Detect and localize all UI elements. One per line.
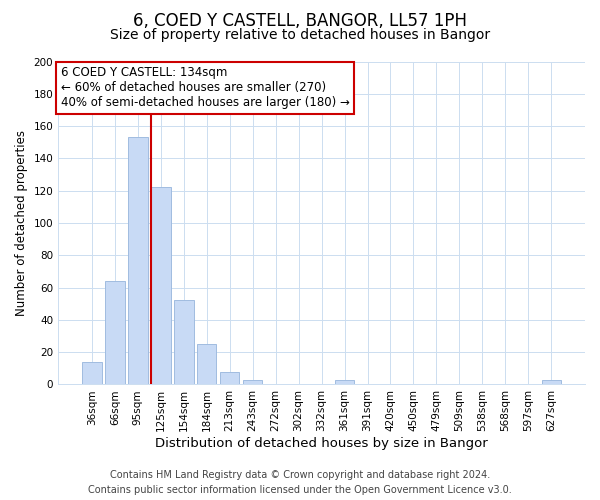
Bar: [335, 380, 355, 384]
Text: Size of property relative to detached houses in Bangor: Size of property relative to detached ho…: [110, 28, 490, 42]
Bar: [243, 380, 262, 384]
X-axis label: Distribution of detached houses by size in Bangor: Distribution of detached houses by size …: [155, 437, 488, 450]
Bar: [174, 300, 194, 384]
Bar: [128, 138, 148, 384]
Bar: [82, 362, 101, 384]
Bar: [220, 372, 239, 384]
Y-axis label: Number of detached properties: Number of detached properties: [15, 130, 28, 316]
Bar: [151, 188, 170, 384]
Text: Contains HM Land Registry data © Crown copyright and database right 2024.
Contai: Contains HM Land Registry data © Crown c…: [88, 470, 512, 495]
Bar: [197, 344, 217, 385]
Text: 6 COED Y CASTELL: 134sqm
← 60% of detached houses are smaller (270)
40% of semi-: 6 COED Y CASTELL: 134sqm ← 60% of detach…: [61, 66, 350, 110]
Bar: [105, 281, 125, 384]
Bar: [542, 380, 561, 384]
Text: 6, COED Y CASTELL, BANGOR, LL57 1PH: 6, COED Y CASTELL, BANGOR, LL57 1PH: [133, 12, 467, 30]
